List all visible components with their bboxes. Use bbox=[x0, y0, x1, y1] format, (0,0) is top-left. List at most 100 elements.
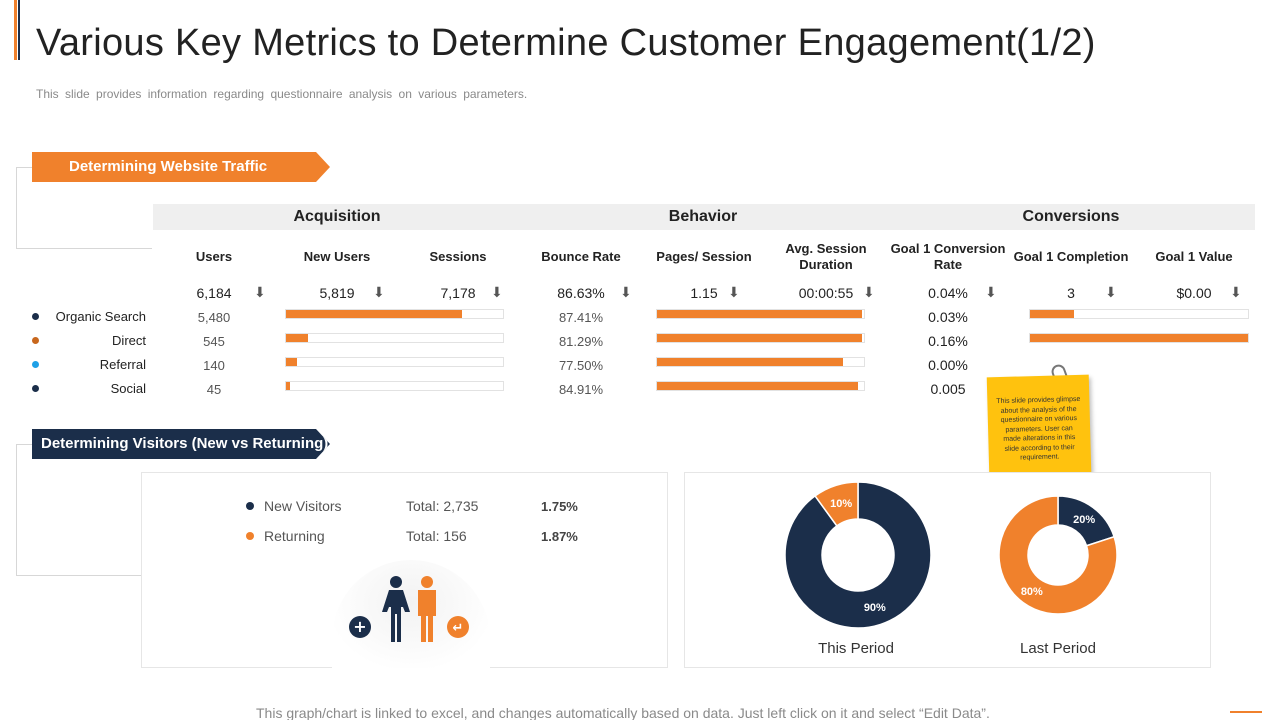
donut-slice-label: 80% bbox=[1021, 586, 1043, 598]
group-conversions: Conversions bbox=[1022, 208, 1120, 225]
sort-arrow-icon[interactable]: ⬇ bbox=[254, 284, 266, 300]
goal-conversion-rate-cell: 0.16% bbox=[928, 333, 968, 349]
group-behavior: Behavior bbox=[668, 208, 738, 225]
plus-circle-icon: + bbox=[349, 616, 371, 638]
goal-conversion-rate-cell: 0.00% bbox=[928, 357, 968, 373]
new-users-bar bbox=[286, 334, 308, 342]
bounce-rate-cell: 87.41% bbox=[558, 310, 604, 325]
new-visitors-dot bbox=[246, 502, 254, 510]
goal-completion-bar-track bbox=[1029, 333, 1249, 343]
new-visitors-label: New Visitors bbox=[264, 498, 342, 514]
channel-legend-item: Direct bbox=[30, 333, 146, 351]
channel-label: Referral bbox=[99, 357, 146, 372]
column-total: 86.63% bbox=[557, 285, 605, 301]
bounce-rate-cell: 84.91% bbox=[558, 382, 604, 397]
page-title: Various Key Metrics to Determine Custome… bbox=[36, 22, 1096, 64]
sort-arrow-icon[interactable]: ⬇ bbox=[728, 284, 740, 300]
column-header: Pages/ Session bbox=[656, 249, 752, 264]
sort-arrow-icon[interactable]: ⬇ bbox=[985, 284, 997, 300]
donut-slice-label: 90% bbox=[864, 602, 886, 614]
donut-slice bbox=[785, 482, 931, 628]
new-users-bar bbox=[286, 358, 297, 366]
new-visitors-pct: 1.75% bbox=[541, 499, 578, 514]
donut-last-period: 20% 80% bbox=[999, 496, 1117, 614]
column-total: 7,178 bbox=[440, 285, 476, 301]
donut-last-period-label: Last Period bbox=[1020, 640, 1096, 657]
new-users-bar bbox=[286, 382, 291, 390]
pages-session-bar-track bbox=[656, 309, 865, 319]
users-cell: 140 bbox=[203, 358, 225, 373]
users-cell: 45 bbox=[206, 382, 222, 397]
column-total: 00:00:55 bbox=[798, 285, 854, 301]
new-users-bar-track bbox=[285, 381, 504, 391]
pages-session-bar bbox=[657, 382, 858, 390]
column-total: 3 bbox=[1067, 285, 1075, 301]
channel-dot bbox=[32, 385, 39, 392]
column-header: Goal 1 Completion bbox=[1013, 249, 1129, 264]
male-person-icon bbox=[418, 576, 436, 642]
svg-text:↵: ↵ bbox=[453, 621, 464, 636]
return-circle-icon: ↵ bbox=[447, 616, 469, 638]
sort-arrow-icon[interactable]: ⬇ bbox=[863, 284, 875, 300]
goal-conversion-rate-cell: 0.005 bbox=[930, 381, 966, 397]
pages-session-bar bbox=[657, 334, 862, 342]
sort-arrow-icon[interactable]: ⬇ bbox=[1105, 284, 1117, 300]
channel-dot bbox=[32, 313, 39, 320]
sort-arrow-icon[interactable]: ⬇ bbox=[620, 284, 632, 300]
pages-session-bar-track bbox=[656, 381, 865, 391]
svg-text:+: + bbox=[353, 617, 366, 636]
goal-completion-bar bbox=[1030, 334, 1248, 342]
returning-label: Returning bbox=[264, 528, 325, 544]
goal-completion-bar-track bbox=[1029, 309, 1249, 319]
column-header: Goal 1 Value bbox=[1155, 249, 1233, 264]
column-total: 1.15 bbox=[690, 285, 718, 301]
sort-arrow-icon[interactable]: ⬇ bbox=[373, 284, 385, 300]
visitors-bracket bbox=[16, 444, 142, 576]
donut-this-period-label: This Period bbox=[818, 640, 894, 657]
channel-legend-item: Organic Search bbox=[30, 309, 146, 327]
donut-slice bbox=[814, 482, 859, 527]
sort-arrow-icon[interactable]: ⬇ bbox=[491, 284, 503, 300]
column-header: Bounce Rate bbox=[541, 249, 621, 264]
sort-arrow-icon[interactable]: ⬇ bbox=[1230, 284, 1242, 300]
goal-completion-bar bbox=[1030, 310, 1074, 318]
column-header: Avg. Session Duration bbox=[785, 241, 867, 272]
returning-total: Total: 156 bbox=[406, 528, 467, 544]
column-total: 6,184 bbox=[196, 285, 232, 301]
donut-slice bbox=[999, 496, 1117, 614]
users-cell: 545 bbox=[203, 334, 225, 349]
section-tag-traffic: Determining Website Traffic bbox=[32, 152, 330, 182]
new-users-bar-track bbox=[285, 309, 504, 319]
column-header: Goal 1 Conversion Rate bbox=[890, 241, 1006, 272]
returning-pct: 1.87% bbox=[541, 529, 578, 544]
channel-dot bbox=[32, 361, 39, 368]
title-accent-bar bbox=[14, 0, 17, 60]
donut-slice-label: 20% bbox=[1073, 514, 1095, 526]
donuts-panel bbox=[684, 472, 1211, 668]
pages-session-bar-track bbox=[656, 333, 865, 343]
column-header: Users bbox=[195, 249, 233, 264]
female-person-icon bbox=[382, 576, 410, 642]
channel-legend-item: Social bbox=[30, 381, 146, 399]
group-acquisition: Acquisition bbox=[293, 208, 381, 225]
returning-dot bbox=[246, 532, 254, 540]
channel-label: Organic Search bbox=[55, 309, 146, 324]
new-users-bar-track bbox=[285, 333, 504, 343]
section-tag-visitors: Determining Visitors (New vs Returning) bbox=[32, 429, 330, 459]
page-subtitle: This slide provides information regardin… bbox=[36, 87, 528, 101]
new-users-bar-track bbox=[285, 357, 504, 367]
group-header-band bbox=[153, 204, 1255, 230]
footer-note: This graph/chart is linked to excel, and… bbox=[256, 705, 990, 720]
donut-slice-label: 10% bbox=[830, 498, 852, 510]
footer-accent-line bbox=[1230, 711, 1262, 713]
bounce-rate-cell: 77.50% bbox=[558, 358, 604, 373]
goal-conversion-rate-cell: 0.03% bbox=[928, 309, 968, 325]
new-visitors-total: Total: 2,735 bbox=[406, 498, 479, 514]
new-users-bar bbox=[286, 310, 462, 318]
column-total: $0.00 bbox=[1176, 285, 1212, 301]
column-header: New Users bbox=[303, 249, 371, 264]
users-cell: 5,480 bbox=[197, 310, 231, 325]
bounce-rate-cell: 81.29% bbox=[558, 334, 604, 349]
sticky-note: This slide provides glimpse about the an… bbox=[986, 374, 1092, 476]
visitors-people-icon: + ↵ bbox=[349, 576, 469, 642]
